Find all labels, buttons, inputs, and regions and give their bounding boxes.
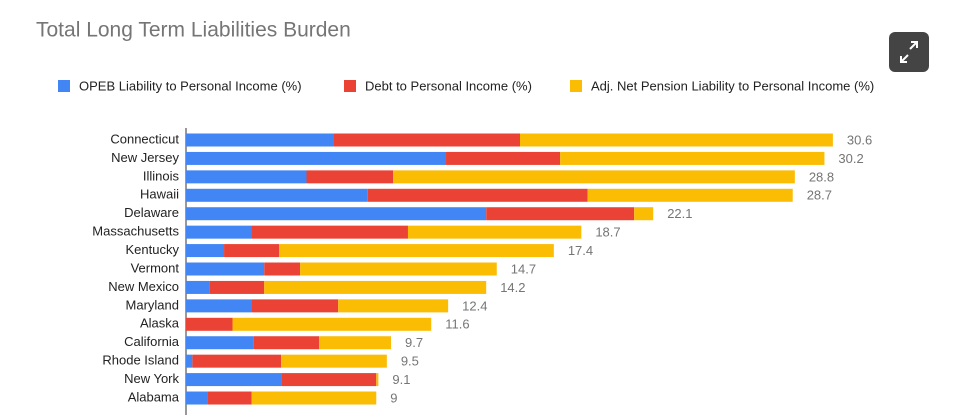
total-label: 22.1 [667, 206, 692, 221]
bar-segment [186, 225, 252, 239]
bar-segment [279, 244, 554, 258]
total-label: 28.7 [807, 188, 832, 203]
bar-segment [186, 336, 254, 350]
total-label: 30.2 [838, 151, 863, 166]
bar-segment [376, 373, 379, 387]
legend-label: Debt to Personal Income (%) [365, 78, 532, 93]
category-label: Rhode Island [102, 353, 179, 368]
bar-segment [333, 133, 521, 147]
bar-segment [486, 207, 635, 221]
category-label: Alaska [140, 316, 180, 331]
expand-button-bg[interactable] [889, 32, 929, 72]
bar-segment [300, 262, 497, 276]
bar-segment [186, 299, 252, 313]
bar-segment [186, 391, 208, 405]
bar-segment [186, 151, 447, 165]
total-label: 28.8 [809, 169, 834, 184]
bar-segment [186, 170, 307, 184]
bar-segment [186, 188, 368, 202]
category-label: Vermont [131, 260, 180, 275]
bar-segment [319, 336, 392, 350]
total-label: 11.6 [445, 317, 469, 332]
legend-label: Adj. Net Pension Liability to Personal I… [591, 78, 874, 93]
bar-segment [186, 207, 487, 221]
bar-segment [281, 354, 387, 368]
category-label: Alabama [128, 389, 180, 404]
total-label: 14.2 [500, 280, 525, 295]
legend-swatch [570, 80, 582, 92]
total-label: 14.7 [511, 261, 536, 276]
bar-segment [186, 280, 210, 294]
bar-segment [367, 188, 588, 202]
total-label: 9 [390, 390, 397, 405]
bar-segment [560, 151, 825, 165]
category-label: California [124, 334, 180, 349]
category-label: New Jersey [111, 150, 179, 165]
bar-segment [306, 170, 394, 184]
bar-segment [264, 262, 301, 276]
total-label: 17.4 [568, 243, 593, 258]
total-label: 9.7 [405, 335, 423, 350]
bar-segment [251, 299, 339, 313]
bar-segment [264, 280, 487, 294]
category-label: New Mexico [108, 279, 179, 294]
chart-title: Total Long Term Liabilities Burden [36, 19, 351, 42]
expand-icon[interactable] [900, 41, 918, 63]
bar-segment [587, 188, 793, 202]
bar-segment [446, 151, 561, 165]
bar-segment [251, 225, 408, 239]
total-label: 12.4 [462, 298, 487, 313]
bar-segment [232, 317, 432, 331]
legend-swatch [58, 80, 70, 92]
category-label: Massachusetts [92, 224, 179, 239]
category-label: Kentucky [126, 242, 180, 257]
expand-button[interactable] [889, 32, 929, 72]
bar-segment [186, 244, 225, 258]
category-label: Connecticut [110, 131, 179, 146]
bar-segment [186, 262, 265, 276]
category-label: New York [124, 371, 179, 386]
total-label: 30.6 [847, 132, 872, 147]
bar-segment [186, 133, 334, 147]
bar-segment [338, 299, 449, 313]
bar-segment [207, 391, 252, 405]
category-label: Maryland [126, 297, 179, 312]
total-label: 18.7 [595, 225, 620, 240]
bar-segment [634, 207, 654, 221]
bar-segment [393, 170, 795, 184]
bar-segment [407, 225, 582, 239]
bar-segment [253, 336, 320, 350]
legend-swatch [344, 80, 356, 92]
bar-segment [192, 354, 282, 368]
bar-segment [251, 391, 377, 405]
total-label: 9.1 [392, 372, 410, 387]
bar-segment [186, 373, 282, 387]
bar-segment [281, 373, 377, 387]
category-label: Delaware [124, 205, 179, 220]
bar-segment [209, 280, 265, 294]
bar-segment [186, 354, 193, 368]
bar-segment [520, 133, 833, 147]
bar-segment [224, 244, 280, 258]
bar-segment [186, 317, 233, 331]
category-label: Illinois [143, 168, 180, 183]
category-label: Hawaii [140, 187, 179, 202]
legend-label: OPEB Liability to Personal Income (%) [79, 78, 302, 93]
total-label: 9.5 [401, 354, 419, 369]
